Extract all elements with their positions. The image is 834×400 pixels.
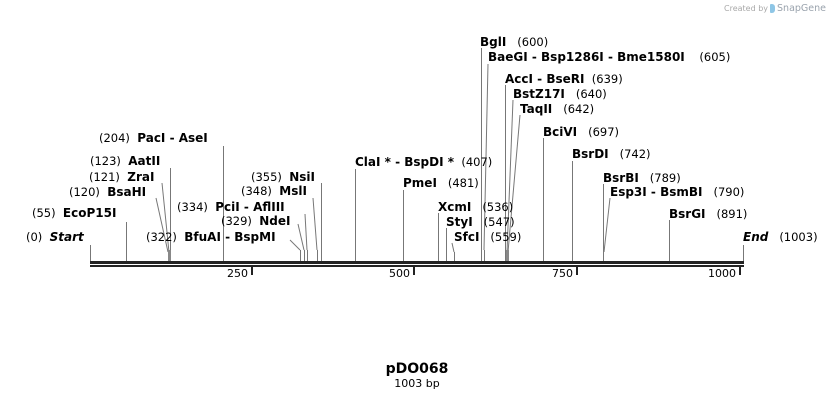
bottom-strand	[90, 265, 744, 267]
site-pmei[interactable]: PmeI (481)	[403, 176, 479, 190]
site-bstz17i[interactable]: BstZ17I (640)	[513, 87, 607, 101]
site-clai-bspdi[interactable]: ClaI * - BspDI * (407)	[355, 155, 493, 169]
top-strand	[90, 261, 744, 264]
snapgene-logo-icon	[770, 4, 776, 13]
tick-label-1000: 1000	[708, 267, 736, 280]
map-length: 1003 bp	[394, 377, 440, 390]
tick-label-500: 500	[389, 267, 410, 280]
site-msli[interactable]: (348) MslI	[241, 184, 307, 198]
site-pcii-afliii[interactable]: (334) PciI - AflIII	[177, 200, 285, 214]
site-end[interactable]: End (1003)	[743, 230, 818, 244]
tick-label-750: 750	[552, 267, 573, 280]
site-acci-bseri[interactable]: AccI - BseRI (639)	[505, 72, 623, 86]
site-baegi-bsp1286i-bme1580i[interactable]: BaeGI - Bsp1286I - Bme1580I (605)	[488, 50, 731, 64]
site-bsahi[interactable]: (120) BsaHI	[69, 185, 147, 199]
site-bgli[interactable]: BglI (600)	[480, 35, 549, 49]
created-by-text: Created by	[724, 4, 769, 13]
brand-name: SnapGene	[777, 3, 826, 14]
site-taqii[interactable]: TaqII (642)	[520, 102, 595, 116]
site-start[interactable]: (0) Start	[26, 230, 84, 244]
snapgene-logo: Created by SnapGene	[724, 3, 826, 14]
site-bsrgi[interactable]: BsrGI (891)	[669, 207, 748, 221]
site-paci-asei[interactable]: (204) PacI - AseI	[99, 131, 208, 145]
site-bsrdi[interactable]: BsrDI (742)	[572, 147, 651, 161]
site-bfuai-bspmi[interactable]: (322) BfuAI - BspMI	[146, 230, 276, 244]
site-aatii[interactable]: (123) AatII	[90, 154, 161, 168]
site-nsii[interactable]: (355) NsiI	[251, 170, 316, 184]
site-ndei[interactable]: (329) NdeI	[221, 214, 291, 228]
site-sfci[interactable]: SfcI (559)	[454, 230, 522, 244]
site-styi[interactable]: StyI (547)	[446, 215, 515, 229]
site-bcivi[interactable]: BciVI (697)	[543, 125, 620, 139]
site-xcmi[interactable]: XcmI (536)	[438, 200, 514, 214]
ruler-ticks	[251, 267, 741, 275]
site-lines	[90, 48, 744, 261]
site-ecop15i[interactable]: (55) EcoP15I	[32, 206, 117, 220]
site-zrai[interactable]: (121) ZraI	[89, 170, 155, 184]
tick-label-250: 250	[227, 267, 248, 280]
site-esp3i-bsmbi[interactable]: Esp3I - BsmBI (790)	[610, 185, 745, 199]
map-title: pDO068	[385, 361, 449, 377]
site-bsrbi[interactable]: BsrBI (789)	[603, 171, 681, 185]
